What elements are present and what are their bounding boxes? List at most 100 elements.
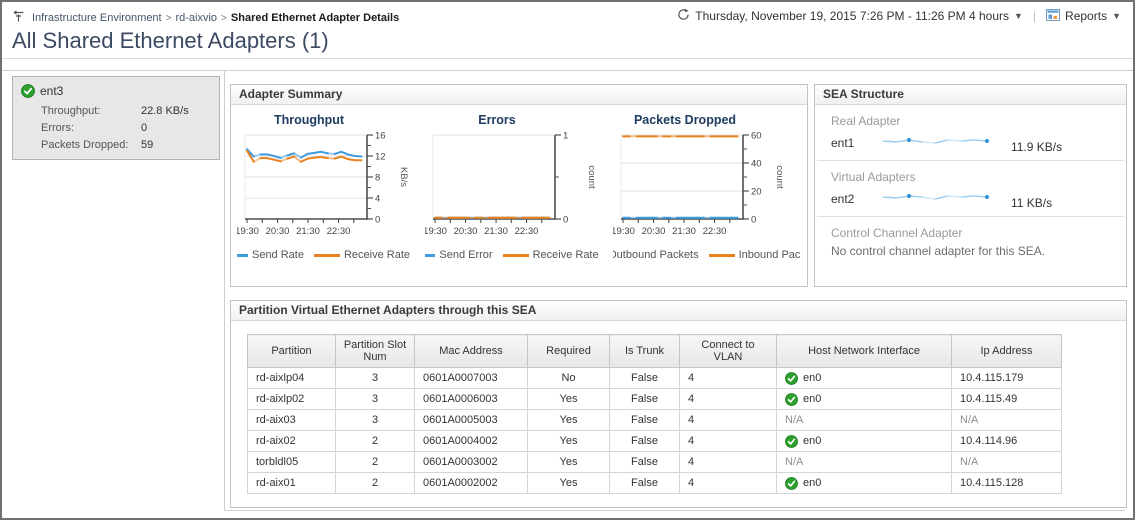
- content-bottom-divider: [224, 510, 1125, 511]
- svg-text:19:30: 19:30: [613, 226, 635, 237]
- cell-slot: 2: [335, 451, 415, 473]
- cell-required: No: [527, 367, 610, 389]
- host-interface-name: en0: [803, 477, 822, 489]
- host-interface-name: N/A: [785, 456, 804, 468]
- breadcrumb-item-2[interactable]: rd-aixvio: [175, 12, 218, 24]
- cell-partition: rd-aixlp04: [247, 367, 336, 389]
- status-ok-icon: [21, 84, 35, 98]
- partition-table-panel: Partition Virtual Ethernet Adapters thro…: [230, 300, 1127, 508]
- sparkline: [882, 138, 989, 144]
- status-ok-icon: [785, 392, 798, 406]
- svg-text:22:30: 22:30: [515, 226, 539, 237]
- partition-table: Partition Partition Slot Num Mac Address Re…: [247, 334, 1062, 494]
- svg-text:20:30: 20:30: [454, 226, 478, 237]
- status-ok-icon: [785, 371, 798, 385]
- svg-text:16: 16: [375, 131, 386, 142]
- sea-adapter-value: 11.9 KB/s: [1011, 140, 1063, 154]
- cell-host-interface: N/A: [776, 451, 952, 473]
- left-column-divider: [224, 70, 225, 510]
- divider: |: [1032, 9, 1037, 23]
- breadcrumb: Infrastructure Environment > rd-aixvio > Sha…: [12, 10, 399, 26]
- svg-text:0: 0: [751, 215, 756, 226]
- cell-is-trunk: False: [609, 451, 680, 473]
- cell-mac: 0601A0007003: [414, 367, 528, 389]
- legend-label: Receive Rate: [532, 249, 599, 261]
- chart-legend: Send Rate Receive Rate: [237, 249, 425, 261]
- column-header: Is Trunk: [609, 334, 680, 368]
- reports-button-label: Reports: [1065, 9, 1108, 23]
- legend-label: Send Error: [439, 249, 493, 261]
- svg-text:0: 0: [563, 215, 568, 226]
- sparkline: [882, 194, 989, 200]
- chart-title: Errors: [478, 113, 516, 127]
- time-range-selector[interactable]: Thursday, November 19, 2015 7:26 PM - 11…: [677, 8, 1023, 24]
- ip-value: 10.4.115.179: [960, 372, 1024, 384]
- cell-host-interface: en0: [776, 430, 952, 452]
- ip-value: 10.4.115.128: [960, 477, 1024, 489]
- sea-section-label: Control Channel Adapter: [831, 226, 963, 240]
- status-ok-icon: [785, 476, 798, 490]
- cell-mac: 0601A0002002: [414, 472, 528, 494]
- cell-required: Yes: [527, 430, 610, 452]
- breadcrumb-item-1[interactable]: Infrastructure Environment: [32, 12, 162, 24]
- ip-value: 10.4.115.49: [960, 393, 1018, 405]
- cell-ip: 10.4.115.179: [951, 367, 1062, 389]
- cell-vlan: 4: [679, 430, 777, 452]
- cell-vlan: 4: [679, 451, 777, 473]
- column-header: Mac Address: [414, 334, 528, 368]
- cell-ip: N/A: [951, 409, 1062, 431]
- svg-text:22:30: 22:30: [327, 226, 351, 237]
- svg-text:22:30: 22:30: [703, 226, 727, 237]
- table-row[interactable]: rd-aix02 2 0601A0004002 Yes False 4 en0 10.4.11…: [247, 430, 1062, 452]
- table-row[interactable]: rd-aix01 2 0601A0002002 Yes False 4 en0 10.4.11…: [247, 472, 1062, 494]
- chart-plot: 0 20 40 60 count 19:30 20:30 21:30 22:30: [611, 131, 785, 238]
- cell-required: Yes: [527, 472, 610, 494]
- column-header: Connect to VLAN: [679, 334, 777, 368]
- sea-adapter-row[interactable]: ent2 11 KB/s: [831, 188, 1110, 210]
- cell-required: Yes: [527, 451, 610, 473]
- ip-value: N/A: [960, 414, 979, 426]
- table-header-row: Partition Partition Slot Num Mac Address Re…: [247, 334, 1062, 368]
- svg-text:21:30: 21:30: [672, 226, 696, 237]
- cell-slot: 3: [335, 388, 415, 410]
- table-row[interactable]: rd-aixlp04 3 0601A0007003 No False 4 en0 10.4.1…: [247, 367, 1062, 389]
- table-row[interactable]: torbldl05 2 0601A0003002 Yes False 4 N/A N/A: [247, 451, 1062, 473]
- breadcrumb-item-3: Shared Ethernet Adapter Details: [230, 12, 400, 24]
- svg-text:19:30: 19:30: [237, 226, 259, 237]
- header-divider: [2, 58, 1133, 59]
- reports-button[interactable]: Reports ▼: [1046, 8, 1121, 24]
- sea-section-label: Real Adapter: [831, 114, 901, 128]
- table-row[interactable]: rd-aixlp02 3 0601A0006003 Yes False 4 en0 10.4.…: [247, 388, 1062, 410]
- host-interface-name: N/A: [785, 414, 804, 426]
- topology-up-icon[interactable]: [12, 10, 25, 26]
- adapter-list-item-ent3[interactable]: ent3 Throughput: 22.8 KB/s Errors: 0 Packets…: [12, 76, 220, 160]
- cell-partition: torbldl05: [247, 451, 336, 473]
- sea-section-message: No control channel adapter for this SEA.: [831, 244, 1046, 258]
- svg-text:0: 0: [375, 215, 380, 226]
- sea-adapter-name: ent2: [831, 192, 855, 206]
- cell-host-interface: en0: [776, 472, 952, 494]
- sea-adapter-row[interactable]: ent1 11.9 KB/s: [831, 132, 1110, 154]
- legend-item: Outbound Packets: [613, 249, 699, 261]
- time-range-text: Thursday, November 19, 2015 7:26 PM - 11…: [695, 9, 1009, 23]
- svg-text:20:30: 20:30: [642, 226, 666, 237]
- sea-adapter-value: 11 KB/s: [1011, 196, 1053, 210]
- cell-vlan: 4: [679, 388, 777, 410]
- adapter-summary-panel: Adapter Summary Throughput 0 4 8 12 16 KB/s 19:…: [230, 84, 808, 287]
- host-interface-name: en0: [803, 372, 822, 384]
- table-row[interactable]: rd-aix03 3 0601A0005003 Yes False 4 N/A N/A: [247, 409, 1062, 431]
- legend-label: Send Rate: [251, 249, 304, 261]
- metric-label: Packets Dropped:: [41, 139, 129, 151]
- chart-legend: Send Error Receive Rate: [425, 249, 613, 261]
- svg-text:20:30: 20:30: [266, 226, 290, 237]
- cell-ip: 10.4.114.96: [951, 430, 1062, 452]
- column-header: Partition: [247, 334, 336, 368]
- svg-text:4: 4: [375, 194, 380, 205]
- svg-text:60: 60: [751, 131, 762, 142]
- svg-text:KB/s: KB/s: [398, 167, 409, 187]
- cell-ip: N/A: [951, 451, 1062, 473]
- legend-swatch: [313, 253, 340, 257]
- ip-value: N/A: [960, 456, 979, 468]
- adapter-name: ent3: [40, 84, 64, 98]
- legend-item: Receive Rate: [502, 249, 599, 261]
